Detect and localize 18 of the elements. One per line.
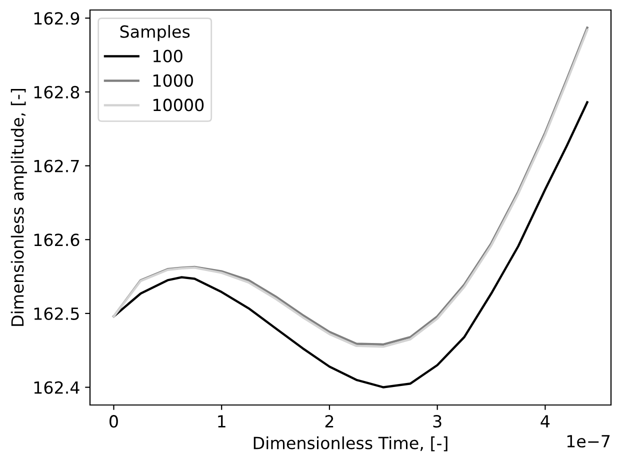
legend-title: Samples (120, 25, 190, 42)
legend-label: 1000 (153, 74, 193, 87)
y-axis-title: Dimensionless amplitude, [-] (10, 88, 28, 326)
x-tick-label: 0 (110, 415, 118, 428)
y-tick-label: 162.7 (34, 160, 79, 172)
y-tick-label: 162.9 (34, 12, 80, 25)
y-tick-label: 162.6 (34, 234, 80, 246)
y-tick-label: 162.8 (34, 86, 80, 99)
x-tick-label: 2 (325, 415, 334, 428)
x-tick-label: 1 (218, 415, 226, 428)
text: 1e−7 (567, 435, 610, 448)
y-tick-label: 162.5 (34, 307, 79, 320)
y-tick-label: 162.4 (34, 381, 80, 394)
x-tick-label: 3 (433, 415, 442, 428)
legend-label: 100 (153, 50, 182, 62)
x-axis-title: Dimensionless Time, [-] (254, 436, 448, 452)
legend-label: 10000 (153, 98, 204, 112)
x-tick-label: 4 (540, 415, 550, 428)
